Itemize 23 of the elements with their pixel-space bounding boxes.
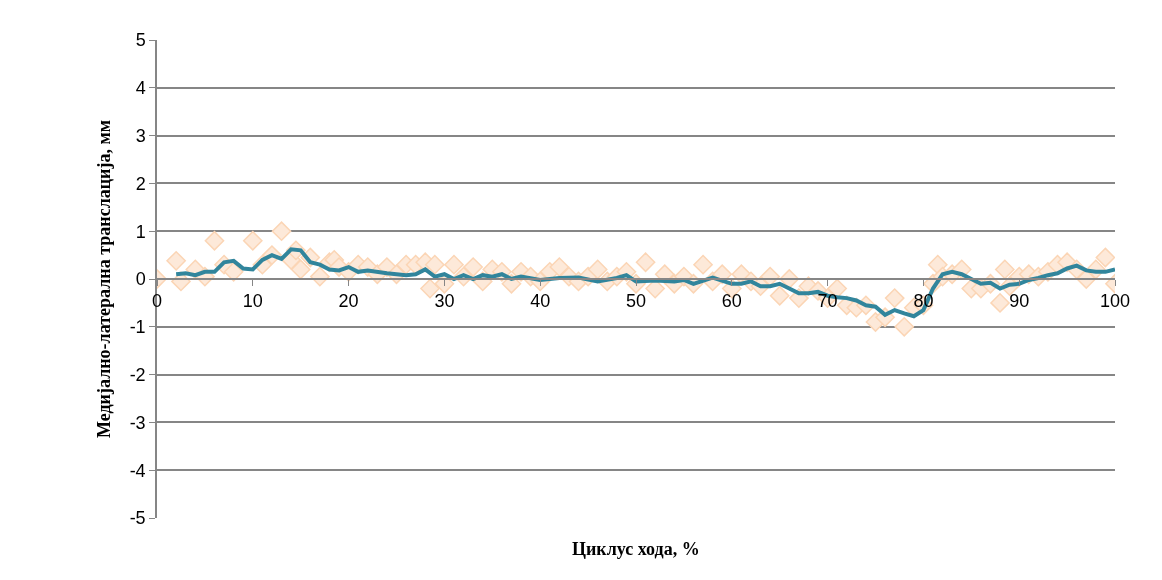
y-tick-label: -1 bbox=[129, 317, 146, 338]
x-tick-label: 90 bbox=[1009, 291, 1030, 312]
x-tick-label: 10 bbox=[242, 291, 263, 312]
y-tick-label: -4 bbox=[129, 460, 146, 481]
y-tick-label: 2 bbox=[135, 173, 146, 194]
x-tick-label: 100 bbox=[1099, 291, 1131, 312]
y-tick-label: 3 bbox=[135, 125, 146, 146]
x-axis-title: Циклус хода, % bbox=[572, 539, 700, 559]
x-tick-label: 70 bbox=[817, 291, 838, 312]
y-axis-title: Медијално-латерална транслација, мм bbox=[94, 120, 115, 438]
x-tick-label: 40 bbox=[530, 291, 551, 312]
x-tick-label: 20 bbox=[338, 291, 359, 312]
y-tick-label: -3 bbox=[129, 412, 146, 433]
x-tick-label: 30 bbox=[434, 291, 455, 312]
x-tick-label: 60 bbox=[721, 291, 742, 312]
y-tick-label: -5 bbox=[129, 508, 146, 529]
x-tick-label: 0 bbox=[151, 291, 163, 312]
x-tick-label: 50 bbox=[625, 291, 647, 312]
y-tick-label: 4 bbox=[135, 78, 146, 99]
y-tick-label: -2 bbox=[129, 364, 146, 385]
y-tick-label: 1 bbox=[135, 221, 146, 242]
y-tick-label: 0 bbox=[135, 269, 146, 290]
y-tick-label: 5 bbox=[135, 30, 146, 51]
